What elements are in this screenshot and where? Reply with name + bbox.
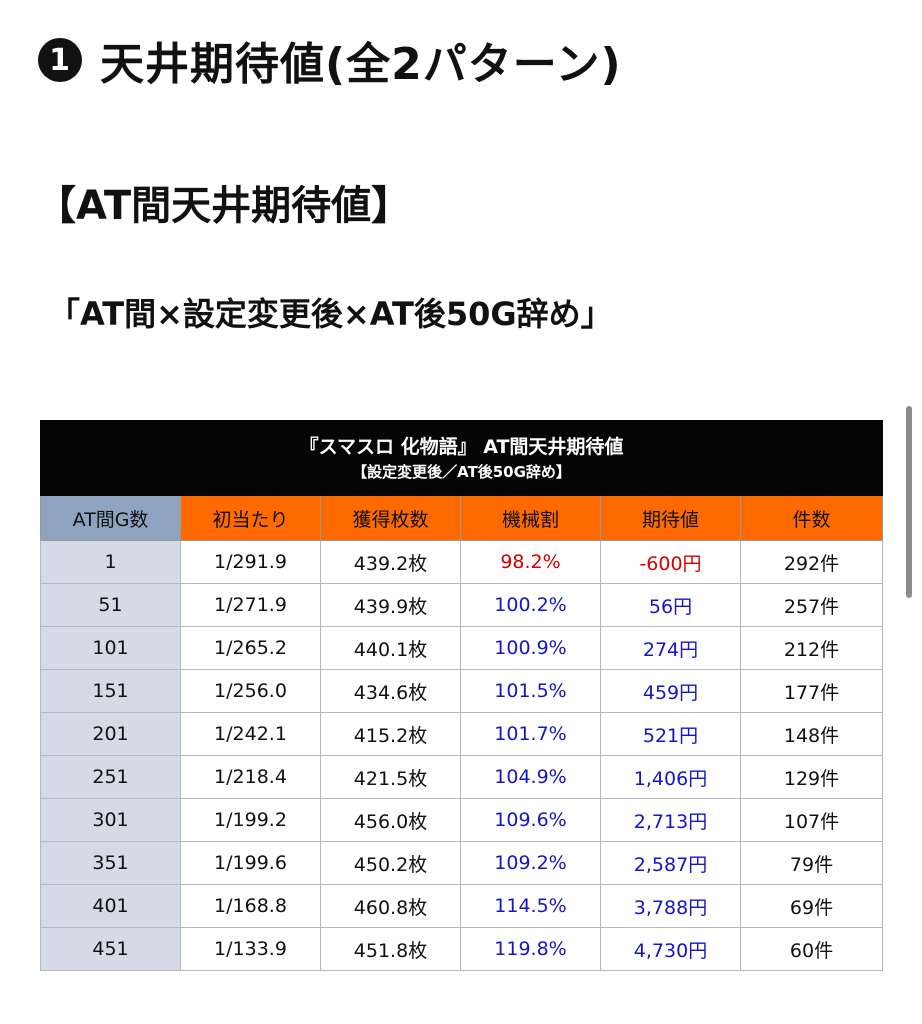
table-row: 401 1/168.8 460.8枚 114.5% 3,788円 69件 [40, 884, 884, 928]
table-cell: 1/256.0 [180, 669, 321, 713]
table-cell: 2,713円 [600, 798, 741, 842]
table-cell: 51 [40, 583, 181, 627]
table-cell: 104.9% [460, 755, 601, 799]
table-cell: 274円 [600, 626, 741, 670]
table-row: 151 1/256.0 434.6枚 101.5% 459円 177件 [40, 669, 884, 713]
table-row: 1 1/291.9 439.2枚 98.2% -600円 292件 [40, 540, 884, 584]
column-header: 件数 [739, 495, 884, 541]
table-cell: 1,406円 [600, 755, 741, 799]
table-cell: 456.0枚 [320, 798, 461, 842]
table-row: 101 1/265.2 440.1枚 100.9% 274円 212件 [40, 626, 884, 670]
table-cell: 4,730円 [600, 927, 741, 971]
table-cell: 351 [40, 841, 181, 885]
table-heading: 「AT間×設定変更後×AT後50G辞め」 [48, 295, 613, 333]
column-header: 期待値 [600, 495, 741, 541]
table-cell: 439.9枚 [320, 583, 461, 627]
table-cell: 1/265.2 [180, 626, 321, 670]
table-cell: 1/218.4 [180, 755, 321, 799]
table-cell: 450.2枚 [320, 841, 461, 885]
table-cell: 101.7% [460, 712, 601, 756]
table-cell: 101.5% [460, 669, 601, 713]
table-cell: 109.6% [460, 798, 601, 842]
table-cell: 129件 [739, 755, 884, 799]
table-cell: 301 [40, 798, 181, 842]
number-badge: 1 [38, 38, 82, 82]
table-cell: 439.2枚 [320, 540, 461, 584]
table-cell: 212件 [739, 626, 884, 670]
vertical-scrollbar[interactable] [906, 406, 912, 598]
table-cell: 100.2% [460, 583, 601, 627]
table-cell: 1/199.6 [180, 841, 321, 885]
expected-value-table-wrap: 『スマスロ 化物語』 AT間天井期待値 【設定変更後／AT後50G辞め】 AT間… [39, 420, 884, 971]
table-cell: 177件 [739, 669, 884, 713]
expected-value-table: 『スマスロ 化物語』 AT間天井期待値 【設定変更後／AT後50G辞め】 AT間… [39, 420, 884, 971]
table-cell: 56円 [600, 583, 741, 627]
column-header: 機械割 [460, 495, 601, 541]
caption-main: 『スマスロ 化物語』 AT間天井期待値 [299, 436, 624, 458]
table-row: 201 1/242.1 415.2枚 101.7% 521円 148件 [40, 712, 884, 756]
table-cell: 98.2% [460, 540, 601, 584]
table-cell: 79件 [739, 841, 884, 885]
caption-sub: 【設定変更後／AT後50G辞め】 [352, 463, 571, 481]
table-cell: 1/168.8 [180, 884, 321, 928]
table-cell: 421.5枚 [320, 755, 461, 799]
table-cell: 1/291.9 [180, 540, 321, 584]
table-cell: 201 [40, 712, 181, 756]
table-cell: 292件 [739, 540, 884, 584]
table-cell: 401 [40, 884, 181, 928]
table-row: 51 1/271.9 439.9枚 100.2% 56円 257件 [40, 583, 884, 627]
table-cell: 100.9% [460, 626, 601, 670]
caption-row: 『スマスロ 化物語』 AT間天井期待値 【設定変更後／AT後50G辞め】 [39, 420, 884, 496]
table-cell: 415.2枚 [320, 712, 461, 756]
table-cell: 2,587円 [600, 841, 741, 885]
table-cell: 434.6枚 [320, 669, 461, 713]
table-caption: 『スマスロ 化物語』 AT間天井期待値 【設定変更後／AT後50G辞め】 [39, 420, 884, 496]
subsection-heading: 【AT間天井期待値】 [36, 183, 412, 229]
table-cell: 460.8枚 [320, 884, 461, 928]
table-row: 251 1/218.4 421.5枚 104.9% 1,406円 129件 [40, 755, 884, 799]
table-cell: 257件 [739, 583, 884, 627]
table-cell: 1/242.1 [180, 712, 321, 756]
column-header: 獲得枚数 [320, 495, 461, 541]
table-cell: -600円 [600, 540, 741, 584]
table-cell: 3,788円 [600, 884, 741, 928]
table-cell: 451.8枚 [320, 927, 461, 971]
table-cell: 451 [40, 927, 181, 971]
table-cell: 251 [40, 755, 181, 799]
section-title: 天井期待値(全2パターン) [100, 39, 622, 90]
table-cell: 148件 [739, 712, 884, 756]
table-cell: 521円 [600, 712, 741, 756]
table-cell: 1 [40, 540, 181, 584]
table-cell: 1/133.9 [180, 927, 321, 971]
column-header: 初当たり [180, 495, 321, 541]
table-row: 351 1/199.6 450.2枚 109.2% 2,587円 79件 [40, 841, 884, 885]
table-cell: 107件 [739, 798, 884, 842]
table-row: 301 1/199.2 456.0枚 109.6% 2,713円 107件 [40, 798, 884, 842]
table-cell: 440.1枚 [320, 626, 461, 670]
table-cell: 119.8% [460, 927, 601, 971]
table-cell: 114.5% [460, 884, 601, 928]
table-row: 451 1/133.9 451.8枚 119.8% 4,730円 60件 [40, 927, 884, 971]
header-row: AT間G数 初当たり 獲得枚数 機械割 期待値 件数 [40, 495, 884, 541]
section-heading: 1 天井期待値(全2パターン) [38, 24, 622, 96]
table-cell: 1/199.2 [180, 798, 321, 842]
table-cell: 1/271.9 [180, 583, 321, 627]
table-cell: 109.2% [460, 841, 601, 885]
table-cell: 459円 [600, 669, 741, 713]
table-cell: 101 [40, 626, 181, 670]
table-cell: 69件 [739, 884, 884, 928]
column-header: AT間G数 [40, 495, 181, 541]
table-cell: 60件 [739, 927, 884, 971]
table-cell: 151 [40, 669, 181, 713]
